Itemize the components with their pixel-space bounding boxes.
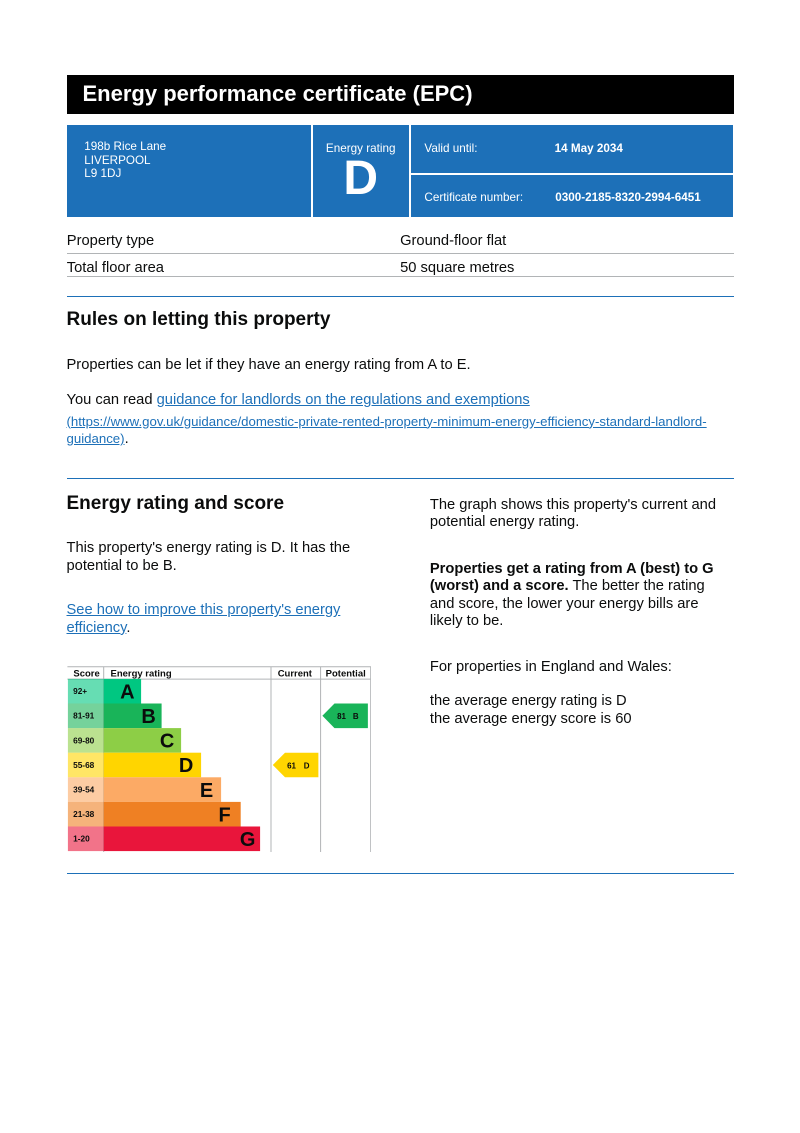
svg-text:B: B xyxy=(141,706,155,728)
svg-text:F: F xyxy=(218,804,230,826)
svg-text:Energy rating: Energy rating xyxy=(110,668,171,679)
svg-text:D: D xyxy=(304,761,310,770)
svg-text:92+: 92+ xyxy=(73,686,87,696)
svg-text:G: G xyxy=(240,829,256,851)
svg-text:61: 61 xyxy=(287,761,296,770)
svg-text:E: E xyxy=(200,780,213,802)
svg-text:81: 81 xyxy=(337,712,346,721)
svg-text:55-68: 55-68 xyxy=(73,760,95,770)
svg-text:39-54: 39-54 xyxy=(73,784,95,794)
svg-text:1-20: 1-20 xyxy=(73,833,90,843)
svg-text:81-91: 81-91 xyxy=(73,710,95,720)
svg-text:Potential: Potential xyxy=(326,668,366,679)
svg-text:C: C xyxy=(160,730,174,752)
svg-text:69-80: 69-80 xyxy=(73,735,95,745)
svg-text:A: A xyxy=(120,681,134,703)
svg-text:B: B xyxy=(353,712,359,721)
svg-text:Score: Score xyxy=(73,668,99,679)
svg-text:D: D xyxy=(179,755,193,777)
svg-text:21-38: 21-38 xyxy=(73,809,95,819)
svg-text:Current: Current xyxy=(278,668,313,679)
